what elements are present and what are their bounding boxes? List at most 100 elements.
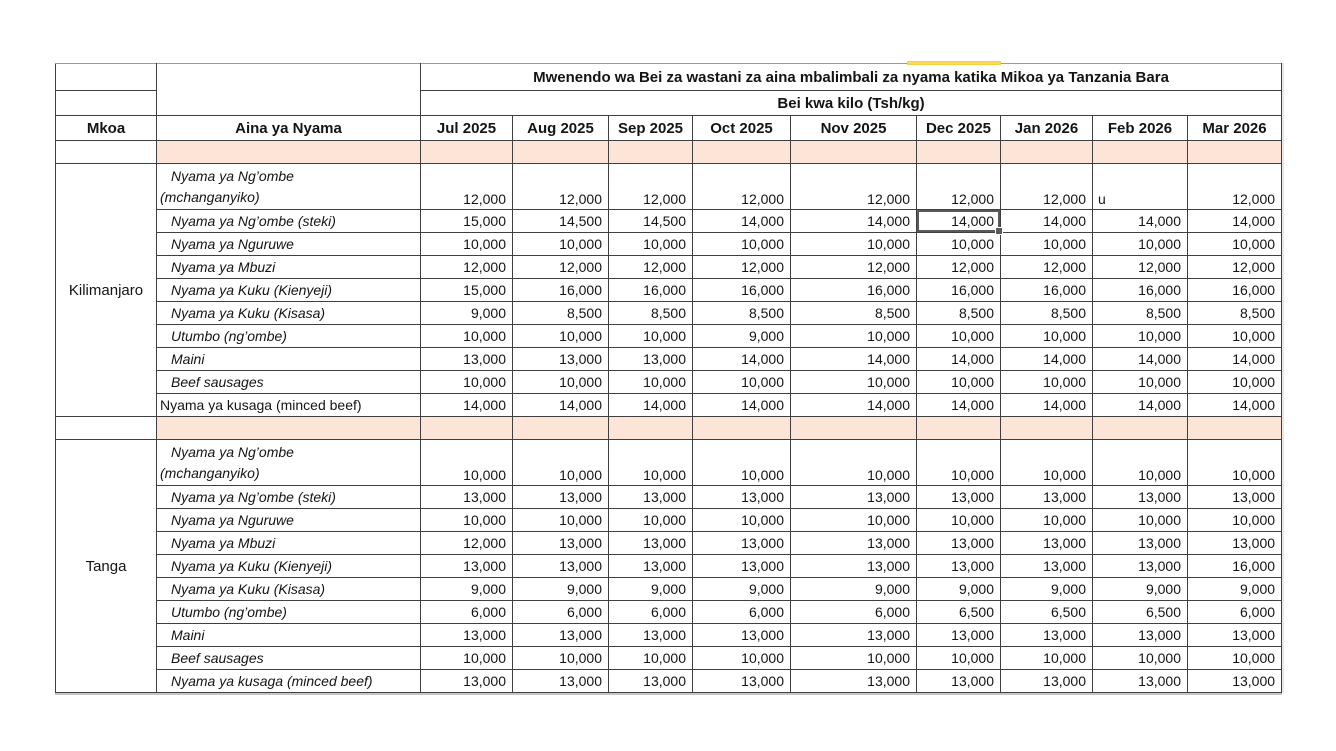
price-cell[interactable]: 13,000	[1000, 623, 1093, 647]
price-cell[interactable]: 8,500	[1000, 301, 1093, 325]
price-cell[interactable]: 12,000	[1000, 163, 1093, 210]
price-cell[interactable]: 10,000	[1186, 439, 1283, 486]
price-cell[interactable]: 10,000	[608, 646, 693, 670]
price-cell[interactable]: 6,500	[1000, 600, 1093, 624]
band-cell[interactable]	[692, 140, 791, 164]
price-cell[interactable]: 10,000	[1000, 439, 1093, 486]
item-name-cell[interactable]: Utumbo (ng’ombe)	[156, 324, 421, 348]
band-cell[interactable]	[1000, 140, 1093, 164]
price-cell[interactable]: 10,000	[608, 508, 693, 532]
price-cell[interactable]: 6,000	[692, 600, 791, 624]
spacer-cell[interactable]	[55, 140, 157, 164]
price-cell[interactable]: 6,000	[608, 600, 693, 624]
price-cell[interactable]: 9,000	[420, 301, 513, 325]
price-cell[interactable]: 13,000	[790, 485, 917, 509]
band-cell[interactable]	[512, 140, 609, 164]
price-cell[interactable]: 8,500	[692, 301, 791, 325]
price-cell[interactable]: 16,000	[512, 278, 609, 302]
price-cell[interactable]: 14,500	[512, 209, 609, 233]
price-cell[interactable]: 13,000	[512, 531, 609, 555]
price-cell[interactable]: 13,000	[608, 347, 693, 371]
price-cell[interactable]: 13,000	[790, 669, 917, 693]
price-cell[interactable]: 10,000	[1092, 324, 1188, 348]
price-cell[interactable]: 13,000	[790, 531, 917, 555]
price-cell[interactable]: 13,000	[420, 347, 513, 371]
price-cell[interactable]: 6,500	[916, 600, 1001, 624]
region-column-header[interactable]: Mkoa	[55, 115, 157, 141]
price-cell[interactable]: 12,000	[916, 255, 1001, 279]
price-cell[interactable]: 14,000	[916, 209, 1003, 235]
fill-handle[interactable]	[995, 227, 1003, 235]
price-cell[interactable]: 9,000	[420, 577, 513, 601]
price-cell[interactable]: 9,000	[692, 577, 791, 601]
price-cell[interactable]: 10,000	[1186, 324, 1283, 348]
price-cell[interactable]: 10,000	[512, 232, 609, 256]
price-cell[interactable]: 13,000	[692, 531, 791, 555]
price-cell[interactable]: 15,000	[420, 278, 513, 302]
item-name-cell[interactable]: Nyama ya Ng’ombe (steki)	[156, 209, 421, 233]
price-cell[interactable]: 10,000	[1092, 508, 1188, 532]
item-name-cell[interactable]: Nyama ya Ng’ombe (mchanganyiko)	[156, 439, 421, 486]
month-header[interactable]: Mar 2026	[1186, 115, 1283, 141]
price-cell[interactable]: 13,000	[608, 531, 693, 555]
price-cell[interactable]: 13,000	[1000, 485, 1093, 509]
price-cell[interactable]: 9,000	[512, 577, 609, 601]
price-cell[interactable]: 10,000	[512, 508, 609, 532]
table-subtitle[interactable]: Bei kwa kilo (Tsh/kg)	[419, 90, 1283, 116]
price-cell[interactable]: 16,000	[692, 278, 791, 302]
band-cell[interactable]	[1092, 140, 1188, 164]
price-cell[interactable]: 14,000	[1000, 347, 1093, 371]
price-cell[interactable]: 13,000	[916, 531, 1001, 555]
price-cell[interactable]: 10,000	[790, 370, 917, 394]
price-cell[interactable]: 14,000	[692, 347, 791, 371]
price-cell[interactable]: 10,000	[916, 370, 1001, 394]
price-cell[interactable]: 13,000	[692, 554, 791, 578]
price-cell[interactable]: 13,000	[420, 554, 513, 578]
price-cell[interactable]: 6,000	[420, 600, 513, 624]
price-cell[interactable]: 16,000	[1186, 278, 1283, 302]
item-name-cell[interactable]: Beef sausages	[156, 370, 421, 394]
price-cell[interactable]: 13,000	[608, 669, 693, 693]
price-cell[interactable]: 14,000	[1092, 393, 1188, 417]
band-cell[interactable]	[790, 140, 917, 164]
price-cell[interactable]: 10,000	[790, 646, 917, 670]
price-cell[interactable]: 10,000	[790, 508, 917, 532]
band-cell[interactable]	[1000, 416, 1093, 440]
price-cell[interactable]: 10,000	[420, 646, 513, 670]
price-cell[interactable]: 12,000	[420, 255, 513, 279]
price-cell[interactable]: 16,000	[916, 278, 1001, 302]
price-cell[interactable]: 13,000	[1186, 669, 1283, 693]
price-cell[interactable]: 10,000	[1092, 370, 1188, 394]
price-cell[interactable]: 10,000	[608, 324, 693, 348]
band-cell[interactable]	[1092, 416, 1188, 440]
price-cell[interactable]: 8,500	[1186, 301, 1283, 325]
price-cell[interactable]: 14,000	[916, 393, 1001, 417]
band-cell[interactable]	[790, 416, 917, 440]
item-name-cell[interactable]: Nyama ya Kuku (Kienyeji)	[156, 554, 421, 578]
price-cell[interactable]: 14,000	[1092, 209, 1188, 233]
price-cell[interactable]: 10,000	[790, 324, 917, 348]
price-cell[interactable]: 8,500	[512, 301, 609, 325]
price-cell[interactable]: 16,000	[1000, 278, 1093, 302]
price-cell[interactable]: 10,000	[1186, 508, 1283, 532]
price-cell[interactable]: 13,000	[692, 669, 791, 693]
price-cell[interactable]: 13,000	[608, 554, 693, 578]
price-cell[interactable]: 13,000	[1000, 531, 1093, 555]
price-cell[interactable]: 10,000	[512, 324, 609, 348]
price-cell[interactable]: 14,000	[692, 209, 791, 233]
price-cell[interactable]: 10,000	[790, 232, 917, 256]
price-cell[interactable]: 13,000	[608, 485, 693, 509]
item-name-cell[interactable]: Nyama ya kusaga (minced beef)	[156, 669, 421, 693]
price-cell[interactable]: 13,000	[790, 623, 917, 647]
month-header[interactable]: Jan 2026	[1000, 115, 1093, 141]
price-cell[interactable]: 10,000	[692, 370, 791, 394]
price-cell[interactable]: 12,000	[1000, 255, 1093, 279]
price-cell[interactable]: 10,000	[916, 508, 1001, 532]
month-header[interactable]: Dec 2025	[916, 115, 1001, 141]
price-cell[interactable]: 10,000	[1000, 508, 1093, 532]
price-cell[interactable]: 9,000	[1000, 577, 1093, 601]
price-cell[interactable]: 14,000	[608, 393, 693, 417]
price-cell[interactable]: 12,000	[916, 163, 1001, 210]
price-cell[interactable]: 12,000	[692, 255, 791, 279]
item-name-cell[interactable]: Maini	[156, 347, 421, 371]
